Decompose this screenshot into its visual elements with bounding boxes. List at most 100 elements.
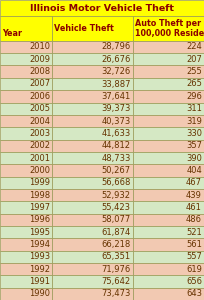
Bar — [52, 90, 133, 103]
Bar — [0, 78, 52, 90]
Text: 404: 404 — [186, 166, 202, 175]
Text: 1990: 1990 — [29, 289, 50, 298]
Bar — [133, 164, 204, 177]
Text: 557: 557 — [186, 252, 202, 261]
Text: 48,733: 48,733 — [101, 154, 131, 163]
Text: 37,641: 37,641 — [101, 92, 131, 101]
Bar — [133, 65, 204, 78]
Bar — [0, 65, 52, 78]
Bar — [133, 214, 204, 226]
Text: 1995: 1995 — [29, 228, 50, 237]
Text: 1993: 1993 — [29, 252, 50, 261]
Text: Illinois Motor Vehicle Theft: Illinois Motor Vehicle Theft — [30, 4, 174, 13]
Bar — [0, 189, 52, 201]
Text: 357: 357 — [186, 141, 202, 150]
Text: 2004: 2004 — [29, 116, 50, 125]
Bar — [133, 288, 204, 300]
Bar — [52, 201, 133, 214]
Text: 619: 619 — [186, 265, 202, 274]
Bar — [52, 263, 133, 275]
Text: 561: 561 — [186, 240, 202, 249]
Text: 643: 643 — [186, 289, 202, 298]
Bar — [0, 127, 52, 140]
Bar — [0, 164, 52, 177]
Bar — [0, 103, 52, 115]
Text: 65,351: 65,351 — [101, 252, 131, 261]
Bar — [133, 201, 204, 214]
Text: 296: 296 — [186, 92, 202, 101]
Bar — [52, 250, 133, 263]
Text: 486: 486 — [186, 215, 202, 224]
Bar — [0, 90, 52, 103]
Bar — [0, 140, 52, 152]
Bar — [0, 238, 52, 250]
Text: 207: 207 — [186, 55, 202, 64]
Bar — [52, 53, 133, 65]
Text: 311: 311 — [186, 104, 202, 113]
Bar — [52, 238, 133, 250]
Text: 26,676: 26,676 — [101, 55, 131, 64]
Text: 330: 330 — [186, 129, 202, 138]
Text: 28,796: 28,796 — [101, 43, 131, 52]
Bar — [52, 140, 133, 152]
Text: 1991: 1991 — [29, 277, 50, 286]
Text: 656: 656 — [186, 277, 202, 286]
Bar — [0, 288, 52, 300]
Text: 56,668: 56,668 — [101, 178, 131, 187]
Bar — [52, 288, 133, 300]
Text: 33,887: 33,887 — [101, 80, 131, 88]
Bar — [0, 275, 52, 288]
Bar — [52, 177, 133, 189]
Text: 2006: 2006 — [29, 92, 50, 101]
Text: 44,812: 44,812 — [102, 141, 131, 150]
Text: 2002: 2002 — [29, 141, 50, 150]
Text: 71,976: 71,976 — [101, 265, 131, 274]
Text: 2007: 2007 — [29, 80, 50, 88]
Bar — [0, 0, 204, 16]
Text: Auto Theft per
100,000 Residents: Auto Theft per 100,000 Residents — [135, 19, 204, 38]
Bar — [133, 263, 204, 275]
Bar — [0, 201, 52, 214]
Text: 2000: 2000 — [29, 166, 50, 175]
Bar — [0, 226, 52, 238]
Text: 2003: 2003 — [29, 129, 50, 138]
Bar — [0, 115, 52, 127]
Bar — [133, 152, 204, 164]
Text: 2010: 2010 — [29, 43, 50, 52]
Bar — [0, 152, 52, 164]
Bar — [133, 238, 204, 250]
Bar — [52, 275, 133, 288]
Bar — [52, 16, 133, 41]
Text: Vehicle Theft: Vehicle Theft — [54, 24, 114, 33]
Text: 75,642: 75,642 — [101, 277, 131, 286]
Bar — [52, 103, 133, 115]
Text: 1992: 1992 — [29, 265, 50, 274]
Bar — [0, 16, 52, 41]
Bar — [0, 53, 52, 65]
Bar — [133, 250, 204, 263]
Bar — [133, 53, 204, 65]
Bar — [52, 127, 133, 140]
Bar — [133, 78, 204, 90]
Text: 390: 390 — [186, 154, 202, 163]
Bar — [133, 177, 204, 189]
Text: 2009: 2009 — [29, 55, 50, 64]
Text: 265: 265 — [186, 80, 202, 88]
Bar — [52, 189, 133, 201]
Text: 461: 461 — [186, 203, 202, 212]
Text: 58,077: 58,077 — [101, 215, 131, 224]
Text: 55,423: 55,423 — [102, 203, 131, 212]
Bar — [52, 115, 133, 127]
Text: 439: 439 — [186, 190, 202, 200]
Bar — [52, 226, 133, 238]
Bar — [133, 90, 204, 103]
Bar — [133, 103, 204, 115]
Text: 2008: 2008 — [29, 67, 50, 76]
Bar — [133, 226, 204, 238]
Text: 52,932: 52,932 — [102, 190, 131, 200]
Text: 41,633: 41,633 — [101, 129, 131, 138]
Text: 39,373: 39,373 — [101, 104, 131, 113]
Text: 40,373: 40,373 — [101, 116, 131, 125]
Bar — [52, 152, 133, 164]
Text: 1996: 1996 — [29, 215, 50, 224]
